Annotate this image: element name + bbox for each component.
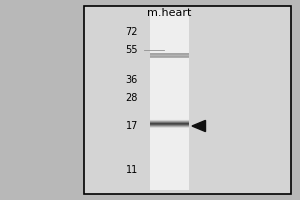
Text: 36: 36 xyxy=(126,75,138,85)
Text: 55: 55 xyxy=(125,45,138,55)
Text: 72: 72 xyxy=(125,27,138,37)
Text: m.heart: m.heart xyxy=(147,8,192,18)
Polygon shape xyxy=(192,120,206,132)
Text: 11: 11 xyxy=(126,165,138,175)
Text: 28: 28 xyxy=(126,93,138,103)
FancyBboxPatch shape xyxy=(84,6,291,194)
Bar xyxy=(150,10,189,190)
Text: 17: 17 xyxy=(126,121,138,131)
